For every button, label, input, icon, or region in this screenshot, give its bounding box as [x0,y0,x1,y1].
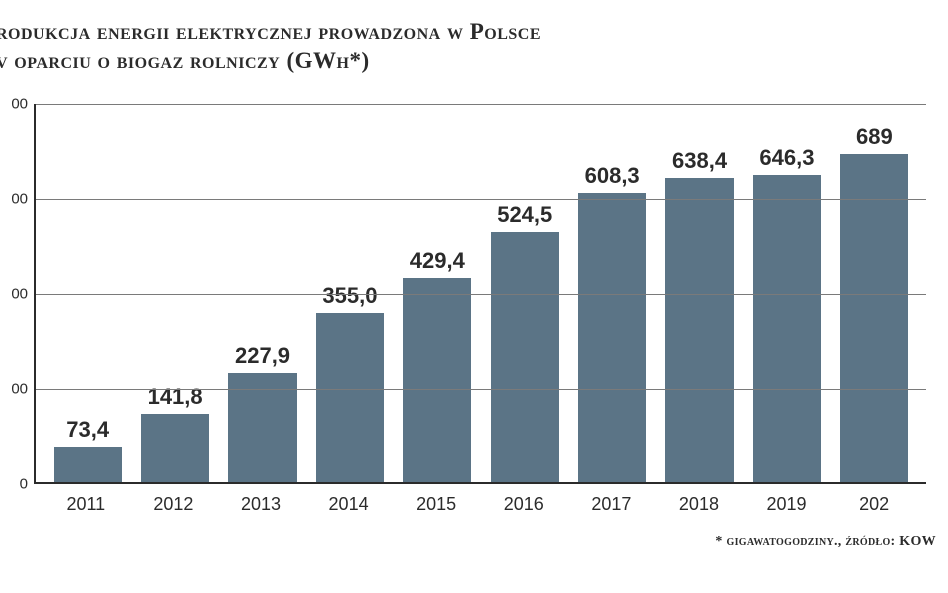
bar-slot: 73,4 [44,104,131,482]
bar [316,313,384,482]
bar-value-label: 608,3 [585,163,640,189]
title-line-2-text: v oparciu o biogaz rolniczy [0,48,286,73]
x-axis-label: 2015 [392,488,480,524]
y-tick-label: 00 [11,190,28,207]
bar-slot: 355,0 [306,104,393,482]
bar-slot: 141,8 [131,104,218,482]
x-axis-label: 2019 [743,488,831,524]
bar-slot: 524,5 [481,104,568,482]
bar-value-label: 646,3 [759,145,814,171]
bar [141,414,209,481]
x-axis-label: 2013 [217,488,305,524]
grid-line [36,389,926,390]
title-line-1: rodukcja energii elektrycznej prowadzona… [0,18,938,47]
bar-value-label: 429,4 [410,248,465,274]
bar [403,278,471,482]
y-tick-label: 00 [11,95,28,112]
y-tick-label: 0 [20,475,28,492]
bar-value-label: 638,4 [672,148,727,174]
bar-slot: 608,3 [568,104,655,482]
bar-slot: 429,4 [394,104,481,482]
chart-title: rodukcja energii elektrycznej prowadzona… [0,18,938,76]
x-axis-label: 2014 [305,488,393,524]
bar-slot: 638,4 [656,104,743,482]
grid-line [36,104,926,105]
grid-line [36,199,926,200]
bar [578,193,646,482]
y-axis: 000000000 [0,104,34,484]
bar-slot: 227,9 [219,104,306,482]
plot-area: 73,4 141,8 227,9 355,0 429,4 524,5 608,3 638,4 6… [34,104,926,484]
bar-value-label: 73,4 [66,417,109,443]
bar-value-label: 524,5 [497,202,552,228]
bar [491,232,559,481]
x-axis-label: 2012 [130,488,218,524]
chart: 000000000 73,4141,8227,9355,0429,4524,56… [0,104,928,524]
x-axis-label: 2016 [480,488,568,524]
bars-container: 73,4 141,8 227,9 355,0 429,4 524,5 608,3 638,4 6… [36,104,926,482]
title-line-2: v oparciu o biogaz rolniczy (GWh*) [0,47,938,76]
bar-value-label: 689 [856,124,893,150]
bar-slot: 646,3 [743,104,830,482]
chart-footnote: * gigawatogodziny., źródło: KOW [0,534,936,550]
x-axis-label: 2017 [568,488,656,524]
x-axis-label: 2018 [655,488,743,524]
bar [753,175,821,482]
bar [54,447,122,482]
x-axis-label: 202 [830,488,918,524]
bar [840,154,908,481]
y-tick-label: 00 [11,285,28,302]
y-tick-label: 00 [11,380,28,397]
bar-value-label: 355,0 [322,283,377,309]
bar [665,178,733,481]
bar-value-label: 227,9 [235,343,290,369]
bar-slot: 689 [831,104,918,482]
x-axis-labels: 201120122013201420152016201720182019202 [34,488,926,524]
grid-line [36,294,926,295]
title-unit: (GWh*) [286,48,369,73]
x-axis-label: 2011 [42,488,130,524]
